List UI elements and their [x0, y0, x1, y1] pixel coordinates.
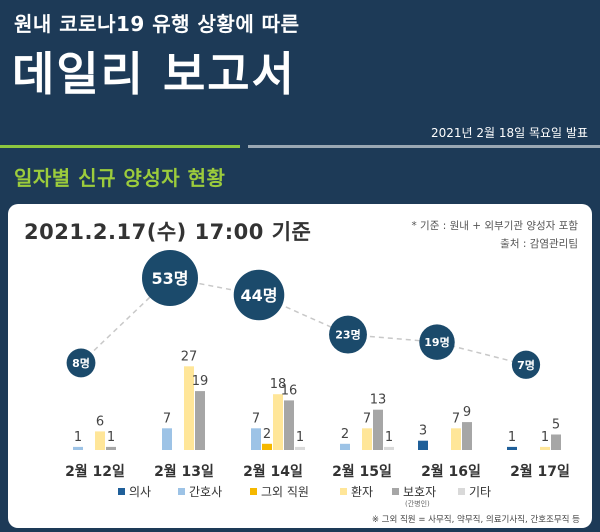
legend-label: 보호자	[403, 485, 436, 499]
bar-value-label: 9	[463, 405, 471, 420]
bar	[462, 422, 472, 450]
total-bubble	[233, 269, 285, 321]
bar	[95, 431, 105, 450]
report-subtitle: 원내 코로나19 유행 상황에 따른	[14, 12, 300, 36]
bar	[507, 446, 517, 450]
total-label: 53명	[152, 269, 189, 288]
bar	[73, 446, 83, 450]
category-label: 2월 12일	[65, 463, 125, 480]
bar	[162, 428, 172, 450]
bar	[195, 391, 205, 450]
bar-value-label: 13	[370, 393, 387, 408]
chart-panel: 2021.2.17(수) 17:00 기준 * 기준 : 원내 + 외부기관 양…	[8, 204, 592, 528]
category-label: 2월 16일	[421, 463, 481, 480]
source-note: 출처 : 감염관리팀	[500, 238, 578, 250]
total-label: 8명	[72, 356, 90, 370]
bar	[451, 428, 461, 450]
bar	[295, 446, 305, 450]
legend-label: 간호사	[189, 485, 222, 499]
total-bubble	[66, 348, 96, 378]
total-bubble	[419, 324, 455, 360]
total-label: 23명	[335, 328, 360, 342]
legend-swatch	[118, 488, 125, 495]
bar-value-label: 7	[452, 411, 460, 426]
legend-sublabel: (간병인)	[405, 499, 430, 508]
bar	[384, 446, 394, 450]
report-header: 원내 코로나19 유행 상황에 따른 데일리 보고서 2021년 2월 18일 …	[0, 0, 600, 150]
bar-value-label: 1	[74, 430, 82, 445]
bar-value-label: 19	[192, 374, 209, 389]
bar-value-label: 16	[281, 383, 298, 398]
bar-value-label: 2	[341, 427, 349, 442]
bar-value-label: 1	[107, 430, 115, 445]
total-bubble	[511, 350, 541, 379]
bar	[540, 446, 550, 450]
bar-value-label: 27	[181, 349, 198, 364]
header-divider-green	[0, 145, 240, 148]
basis-time: 2021.2.17(수) 17:00 기준	[24, 220, 312, 244]
legend-swatch	[178, 488, 185, 495]
category-label: 2월 17일	[510, 463, 570, 480]
section-title: 일자별 신규 양성자 현황	[14, 166, 226, 190]
bar-value-label: 1	[296, 430, 304, 445]
category-label: 2월 14일	[243, 463, 303, 480]
total-label: 44명	[241, 286, 278, 305]
legend-label: 기타	[469, 485, 491, 499]
bar-value-label: 1	[541, 430, 549, 445]
bar	[551, 434, 561, 450]
legend-swatch	[250, 488, 257, 495]
total-bubble	[142, 250, 198, 306]
bar	[273, 394, 283, 450]
total-label: 7명	[517, 358, 535, 372]
bar-value-label: 3	[419, 424, 427, 439]
bar-value-label: 1	[385, 430, 393, 445]
bar	[184, 366, 194, 450]
footnote: ※ 그외 직원 = 사무직, 약무직, 의료기사직, 간호조무직 등	[372, 514, 580, 525]
legend-label: 의사	[129, 485, 151, 499]
report-title: 데일리 보고서	[12, 47, 296, 101]
total-bubble	[329, 315, 367, 354]
category-label: 2월 15일	[332, 463, 392, 480]
publish-date: 2021년 2월 18일 목요일 발표	[430, 126, 588, 140]
bar-value-label: 7	[252, 411, 260, 426]
header-divider-gray	[248, 145, 600, 148]
legend-label: 그외 직원	[261, 485, 309, 499]
bar	[106, 446, 116, 450]
bar-value-label: 7	[363, 411, 371, 426]
bar	[284, 400, 294, 450]
category-label: 2월 13일	[154, 463, 214, 480]
bar	[362, 428, 372, 450]
legend-swatch	[392, 488, 399, 495]
bar-value-label: 2	[263, 427, 271, 442]
bar	[418, 440, 428, 450]
bar-value-label: 18	[270, 377, 287, 392]
bar	[373, 409, 383, 450]
legend-swatch	[458, 488, 465, 495]
bar	[340, 443, 350, 450]
bar-value-label: 6	[96, 414, 104, 429]
total-label: 19명	[424, 335, 449, 349]
legend-swatch	[340, 488, 347, 495]
bar	[251, 428, 261, 450]
bar-value-label: 5	[552, 418, 560, 433]
legend-label: 환자	[351, 485, 373, 499]
bar-value-label: 7	[163, 411, 171, 426]
bar-value-label: 1	[508, 430, 516, 445]
scope-note: * 기준 : 원내 + 외부기관 양성자 포함	[411, 220, 578, 232]
bar	[262, 443, 272, 450]
